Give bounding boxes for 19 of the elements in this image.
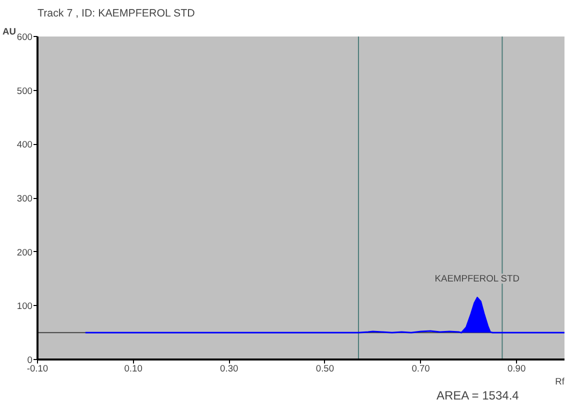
x-tick-label: 0.30 [220, 364, 238, 374]
y-tick-label: 600 [16, 32, 33, 42]
x-axis-title: Rf [555, 376, 565, 386]
y-axis-title: AU [2, 26, 16, 36]
y-tick-label: 300 [16, 194, 33, 204]
y-tick-label: 400 [16, 140, 33, 150]
line-series [84, 296, 564, 334]
y-tick-label: 200 [16, 247, 33, 258]
x-tick-label: -0.10 [26, 364, 48, 374]
annotation: KAEMPFEROL STD [434, 274, 520, 284]
y-tick-label: 100 [16, 301, 33, 312]
text: AREA = 1534.4 [436, 388, 520, 402]
x-tick-label: 0.10 [124, 364, 142, 374]
y-tick-label: 0 [27, 355, 33, 365]
x-tick-label: 0.90 [508, 364, 526, 374]
y-tick-label: 500 [16, 86, 33, 96]
chart-title: Track 7 , ID: KAEMPFEROL STD [38, 8, 196, 20]
x-tick-label: 0.70 [412, 364, 430, 374]
x-tick-label: 0.50 [316, 364, 334, 374]
